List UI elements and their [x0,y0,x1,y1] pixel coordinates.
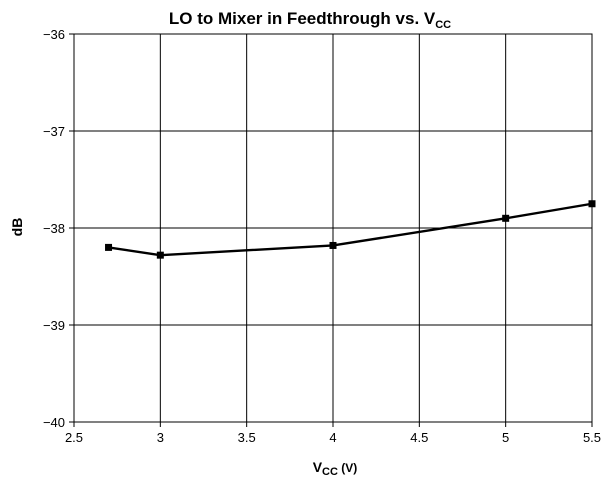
x-tick-label-6: 5.5 [583,430,601,445]
chart-title-subscript: CC [435,19,451,31]
series-line-0 [108,202,593,257]
y-tick-label-1: −37 [43,124,65,139]
y-tick-label-2: −38 [43,221,65,236]
grid [73,33,593,423]
chart-title-main: LO to Mixer in Feedthrough vs. V [169,9,436,28]
y-tick-label-0: −36 [43,27,65,42]
chart-title: LO to Mixer in Feedthrough vs. VCC [169,9,451,31]
y-axis-tick-labels: −36 −37 −38 −39 −40 [43,27,74,430]
x-tick-label-2: 3.5 [238,430,256,445]
x-axis-label-main: V [313,459,323,475]
x-axis-label-subscript: CC [322,466,338,478]
y-tick-label-3: −39 [43,318,65,333]
y-tick-label-4: −40 [43,415,65,430]
x-tick-label-1: 3 [157,430,164,445]
data-point-0 [105,243,113,251]
y-axis-label: dB [9,218,25,237]
x-tick-label-3: 4 [329,430,336,445]
x-axis-label: VCC (V) [313,459,358,478]
x-tick-label-0: 2.5 [65,430,83,445]
data-point-2 [329,241,337,249]
data-point-1 [156,251,164,259]
x-tick-label-5: 5 [502,430,509,445]
data-point-3 [502,214,510,222]
data-point-4 [588,200,596,208]
x-axis-label-unit: (V) [338,461,357,475]
x-tick-label-4: 4.5 [410,430,428,445]
data-series [105,200,596,259]
x-axis-tick-labels: 2.5 3 3.5 4 4.5 5 5.5 [65,422,601,445]
